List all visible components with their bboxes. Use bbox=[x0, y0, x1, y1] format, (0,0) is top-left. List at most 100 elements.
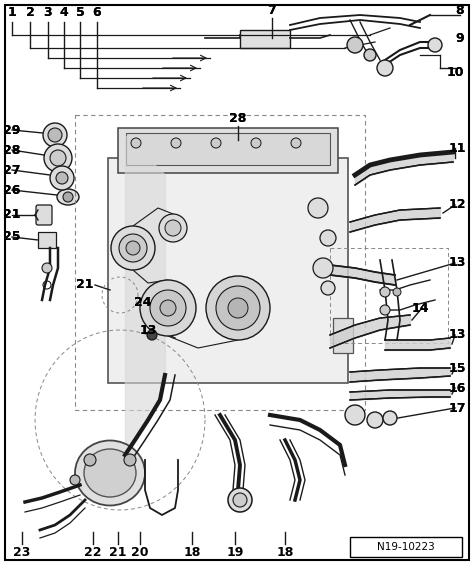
Text: 13: 13 bbox=[448, 328, 465, 341]
Circle shape bbox=[111, 226, 155, 270]
Text: 15: 15 bbox=[448, 362, 466, 375]
Text: N19-10223: N19-10223 bbox=[377, 542, 435, 552]
Text: 23: 23 bbox=[13, 545, 31, 558]
Ellipse shape bbox=[84, 449, 136, 497]
Text: 26: 26 bbox=[3, 184, 21, 197]
Text: 17: 17 bbox=[448, 402, 466, 415]
Circle shape bbox=[119, 234, 147, 262]
Circle shape bbox=[56, 172, 68, 184]
Text: 13: 13 bbox=[448, 328, 465, 341]
Text: 14: 14 bbox=[411, 302, 429, 315]
Text: 24: 24 bbox=[134, 295, 152, 308]
Text: 4: 4 bbox=[60, 7, 68, 20]
Circle shape bbox=[160, 300, 176, 316]
Text: 13: 13 bbox=[448, 257, 465, 270]
Circle shape bbox=[147, 330, 157, 340]
Circle shape bbox=[291, 138, 301, 148]
Text: 27: 27 bbox=[3, 163, 21, 176]
Circle shape bbox=[308, 198, 328, 218]
Text: 5: 5 bbox=[76, 7, 84, 20]
Text: 3: 3 bbox=[44, 7, 52, 20]
Circle shape bbox=[48, 128, 62, 142]
Ellipse shape bbox=[57, 189, 79, 205]
Text: 28: 28 bbox=[3, 144, 21, 157]
Text: 18: 18 bbox=[183, 545, 201, 558]
Text: 25: 25 bbox=[3, 231, 21, 244]
Circle shape bbox=[206, 276, 270, 340]
Text: 21: 21 bbox=[109, 545, 127, 558]
Circle shape bbox=[165, 220, 181, 236]
Circle shape bbox=[380, 287, 390, 297]
Circle shape bbox=[313, 258, 333, 278]
Circle shape bbox=[140, 280, 196, 336]
Bar bbox=[118, 128, 338, 173]
Circle shape bbox=[383, 411, 397, 425]
Text: 13: 13 bbox=[448, 257, 465, 270]
Text: 28: 28 bbox=[229, 111, 246, 124]
Circle shape bbox=[63, 192, 73, 202]
Text: 9: 9 bbox=[456, 32, 465, 45]
Circle shape bbox=[159, 214, 187, 242]
Text: 18: 18 bbox=[276, 545, 294, 558]
Text: 11: 11 bbox=[448, 141, 466, 154]
Text: 19: 19 bbox=[226, 545, 244, 558]
Ellipse shape bbox=[75, 441, 145, 506]
Circle shape bbox=[126, 241, 140, 255]
Text: 25: 25 bbox=[3, 231, 21, 244]
Circle shape bbox=[70, 475, 80, 485]
Text: 22: 22 bbox=[84, 545, 102, 558]
Text: 21: 21 bbox=[3, 208, 21, 221]
Text: 27: 27 bbox=[3, 163, 21, 176]
Text: 2: 2 bbox=[26, 7, 35, 20]
Circle shape bbox=[228, 488, 252, 512]
Text: 7: 7 bbox=[268, 3, 276, 16]
Circle shape bbox=[84, 454, 96, 466]
Text: 8: 8 bbox=[456, 3, 465, 16]
Text: 21: 21 bbox=[76, 279, 94, 292]
Text: 5: 5 bbox=[76, 7, 84, 20]
Circle shape bbox=[42, 263, 52, 273]
Text: 14: 14 bbox=[411, 302, 429, 315]
Circle shape bbox=[124, 454, 136, 466]
Text: 1: 1 bbox=[8, 7, 17, 20]
Text: 16: 16 bbox=[448, 381, 465, 394]
Text: 28: 28 bbox=[3, 144, 21, 157]
Text: 17: 17 bbox=[448, 402, 466, 415]
Text: 2: 2 bbox=[26, 7, 35, 20]
Text: 16: 16 bbox=[448, 381, 465, 394]
Circle shape bbox=[50, 150, 66, 166]
Circle shape bbox=[321, 281, 335, 295]
Circle shape bbox=[171, 138, 181, 148]
Text: 8: 8 bbox=[456, 3, 465, 16]
Text: 1: 1 bbox=[8, 7, 17, 20]
Bar bbox=[240, 30, 290, 48]
Circle shape bbox=[150, 290, 186, 326]
Text: 12: 12 bbox=[448, 198, 466, 211]
Text: 24: 24 bbox=[134, 295, 152, 308]
Bar bbox=[330, 248, 448, 343]
Text: 3: 3 bbox=[44, 7, 52, 20]
Text: 21: 21 bbox=[3, 208, 21, 221]
Text: 29: 29 bbox=[3, 124, 21, 137]
Bar bbox=[75, 115, 365, 410]
Circle shape bbox=[251, 138, 261, 148]
Text: 7: 7 bbox=[268, 3, 276, 16]
Circle shape bbox=[320, 230, 336, 246]
Circle shape bbox=[131, 138, 141, 148]
Text: 15: 15 bbox=[448, 362, 466, 375]
Text: 20: 20 bbox=[131, 545, 149, 558]
Text: 13: 13 bbox=[139, 324, 157, 337]
Circle shape bbox=[367, 412, 383, 428]
Circle shape bbox=[377, 60, 393, 76]
Circle shape bbox=[233, 493, 247, 507]
Bar bbox=[38, 232, 56, 248]
Circle shape bbox=[216, 286, 260, 330]
Circle shape bbox=[345, 405, 365, 425]
Text: 21: 21 bbox=[76, 279, 94, 292]
Text: 10: 10 bbox=[446, 66, 464, 79]
Circle shape bbox=[347, 37, 363, 53]
Bar bbox=[333, 318, 353, 353]
Circle shape bbox=[393, 288, 401, 296]
Text: 28: 28 bbox=[229, 111, 246, 124]
Bar bbox=[350, 537, 462, 557]
